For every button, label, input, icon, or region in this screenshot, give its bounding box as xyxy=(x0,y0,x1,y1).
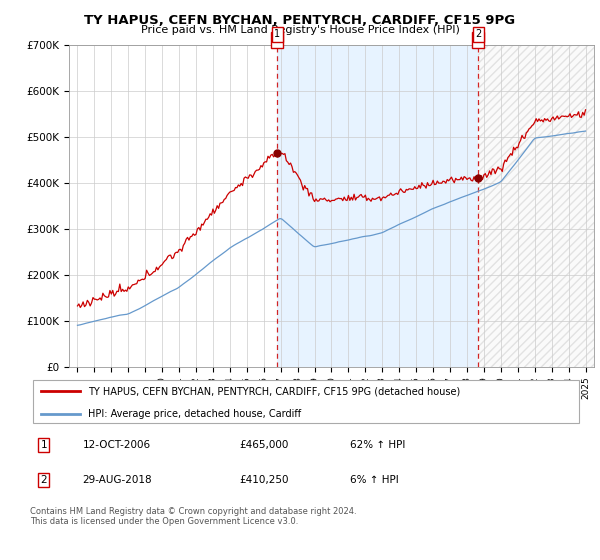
Text: £465,000: £465,000 xyxy=(240,440,289,450)
Text: 12-OCT-2006: 12-OCT-2006 xyxy=(82,440,151,450)
Text: 6% ↑ HPI: 6% ↑ HPI xyxy=(350,475,399,485)
Text: TY HAPUS, CEFN BYCHAN, PENTYRCH, CARDIFF, CF15 9PG: TY HAPUS, CEFN BYCHAN, PENTYRCH, CARDIFF… xyxy=(85,14,515,27)
Text: HPI: Average price, detached house, Cardiff: HPI: Average price, detached house, Card… xyxy=(88,409,301,419)
Text: 2: 2 xyxy=(40,475,47,485)
Text: TY HAPUS, CEFN BYCHAN, PENTYRCH, CARDIFF, CF15 9PG (detached house): TY HAPUS, CEFN BYCHAN, PENTYRCH, CARDIFF… xyxy=(88,386,460,396)
Text: 1: 1 xyxy=(274,35,280,45)
Text: Contains HM Land Registry data © Crown copyright and database right 2024.
This d: Contains HM Land Registry data © Crown c… xyxy=(30,507,356,526)
Bar xyxy=(277,45,478,367)
Text: £410,250: £410,250 xyxy=(240,475,289,485)
Text: 1: 1 xyxy=(274,29,280,39)
Text: 29-AUG-2018: 29-AUG-2018 xyxy=(82,475,152,485)
Text: Price paid vs. HM Land Registry's House Price Index (HPI): Price paid vs. HM Land Registry's House … xyxy=(140,25,460,35)
Text: 1: 1 xyxy=(40,440,47,450)
Text: 2: 2 xyxy=(475,35,481,45)
Text: 2: 2 xyxy=(475,29,481,39)
Bar xyxy=(478,45,594,367)
Text: 62% ↑ HPI: 62% ↑ HPI xyxy=(350,440,406,450)
Bar xyxy=(478,45,594,367)
FancyBboxPatch shape xyxy=(33,380,579,423)
